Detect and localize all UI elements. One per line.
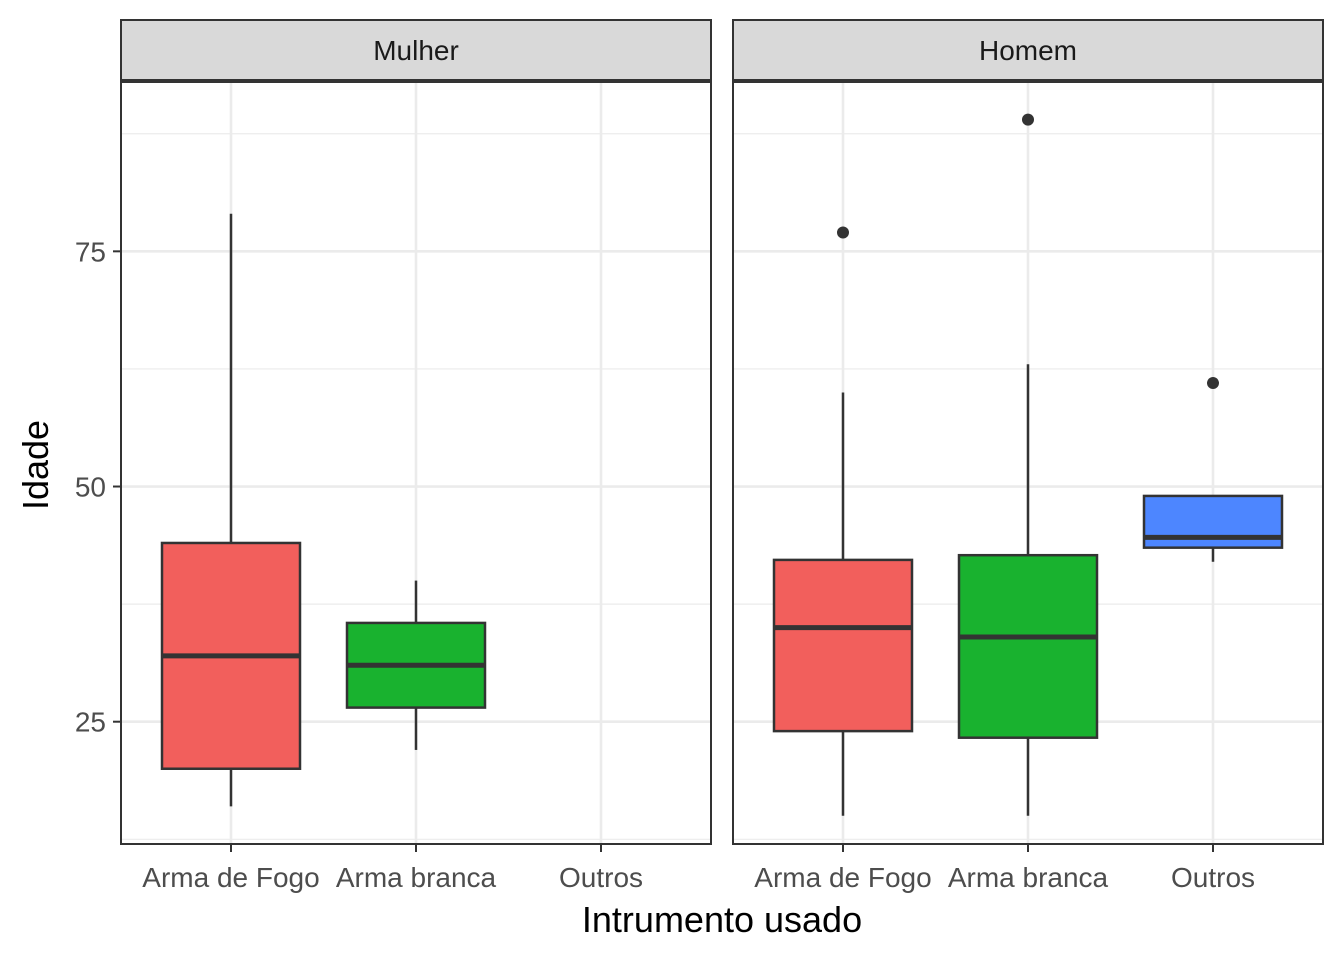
box-arma-branca <box>345 580 487 750</box>
box-body <box>957 553 1099 739</box>
outlier-point <box>1207 377 1219 390</box>
facet-strip-label: Mulher <box>373 35 459 66</box>
x-tick-label: Arma branca <box>948 862 1109 893</box>
y-axis-title: Idade <box>15 420 56 510</box>
y-tick-label: 25 <box>75 707 106 738</box>
facet-strip-label: Homem <box>979 35 1077 66</box>
box-body <box>1142 494 1284 549</box>
y-tick-label: 75 <box>75 236 106 267</box>
box-arma-branca <box>957 113 1099 816</box>
box-outros <box>1142 377 1284 562</box>
facet-strip <box>120 19 712 81</box>
x-tick-label: Outros <box>559 862 643 893</box>
facet-strip <box>732 19 1324 81</box>
box-body <box>772 558 914 733</box>
x-axis-title: Intrumento usado <box>582 899 862 940</box>
x-tick-label: Arma de Fogo <box>754 862 931 893</box>
x-tick-label: Outros <box>1171 862 1255 893</box>
panel-mulher: Mulher Arma de Fogo Arma branca Outros <box>120 19 712 893</box>
box-arma-de-fogo <box>772 226 914 816</box>
box-arma-de-fogo <box>160 213 302 807</box>
outlier-point <box>837 226 849 239</box>
axes-layer: 25 50 75 <box>75 236 121 738</box>
x-tick-label: Arma de Fogo <box>142 862 319 893</box>
x-tick-label: Arma branca <box>336 862 497 893</box>
outlier-point <box>1022 113 1034 126</box>
panel-homem: Homem Arma de Fogo Arma branca Outros <box>732 19 1324 893</box>
y-tick-label: 50 <box>75 472 106 503</box>
